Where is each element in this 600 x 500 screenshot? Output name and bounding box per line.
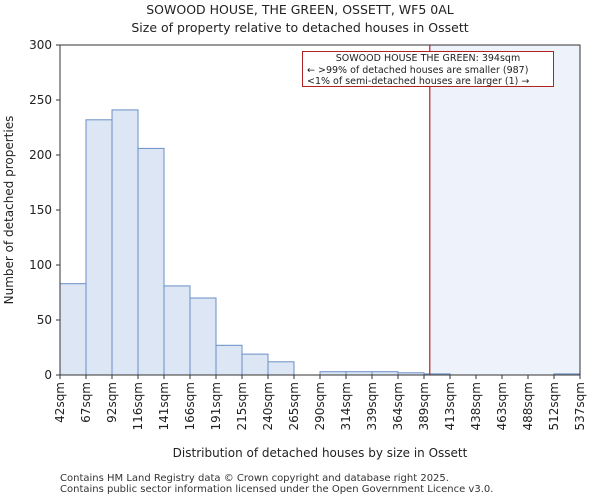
y-tick-label: 200 [29, 148, 52, 162]
footer-copyright: Contains HM Land Registry data © Crown c… [60, 473, 449, 484]
x-tick-label: 191sqm [209, 382, 223, 430]
histogram-bar [241, 353, 269, 376]
x-tick-label: 42sqm [53, 382, 67, 423]
larger-region-shade [429, 45, 580, 375]
y-tick-label: 150 [29, 203, 52, 217]
x-tick-label: 166sqm [183, 382, 197, 430]
x-tick-label: 265sqm [287, 382, 301, 430]
y-tick-label: 0 [44, 368, 52, 382]
x-tick-label: 339sqm [365, 382, 379, 430]
x-tick-label: 141sqm [157, 382, 171, 430]
y-tick-label: 100 [29, 258, 52, 272]
x-axis-label: Distribution of detached houses by size … [173, 446, 468, 460]
y-axis-label: Number of detached properties [2, 116, 16, 305]
histogram-bar [215, 344, 243, 376]
x-tick-label: 389sqm [417, 382, 431, 430]
x-tick-label: 290sqm [313, 382, 327, 430]
chart-title: SOWOOD HOUSE, THE GREEN, OSSETT, WF5 0AL [146, 2, 454, 17]
histogram-bar [111, 109, 139, 376]
property-annotation-box: SOWOOD HOUSE THE GREEN: 394sqm ← >99% of… [302, 51, 554, 87]
x-tick-label: 413sqm [443, 382, 457, 430]
histogram-bar [85, 119, 113, 376]
x-tick-label: 438sqm [469, 382, 483, 430]
footer-licence: Contains public sector information licen… [60, 484, 494, 495]
annotation-line-3: <1% of semi-detached houses are larger (… [307, 76, 530, 87]
x-tick-label: 92sqm [105, 382, 119, 423]
x-tick-label: 215sqm [235, 382, 249, 430]
histogram-bar [59, 283, 87, 376]
x-tick-label: 314sqm [339, 382, 353, 430]
x-tick-label: 240sqm [261, 382, 275, 430]
histogram-bar [163, 285, 191, 376]
x-tick-label: 67sqm [79, 382, 93, 423]
x-tick-label: 512sqm [547, 382, 561, 430]
y-tick-label: 50 [37, 313, 52, 327]
x-tick-label: 488sqm [521, 382, 535, 430]
histogram-bar [137, 147, 165, 376]
x-tick-label: 116sqm [131, 382, 145, 430]
y-tick-label: 300 [29, 38, 52, 52]
chart-subtitle: Size of property relative to detached ho… [131, 20, 469, 35]
x-tick-label: 364sqm [391, 382, 405, 430]
x-tick-label: 463sqm [495, 382, 509, 430]
x-tick-label: 537sqm [573, 382, 587, 430]
histogram-bar [267, 361, 295, 376]
annotation-line-2: ← >99% of detached houses are smaller (9… [307, 64, 529, 76]
histogram-bar [189, 297, 217, 376]
annotation-line-1: SOWOOD HOUSE THE GREEN: 394sqm [335, 53, 521, 64]
y-tick-label: 250 [29, 93, 52, 107]
